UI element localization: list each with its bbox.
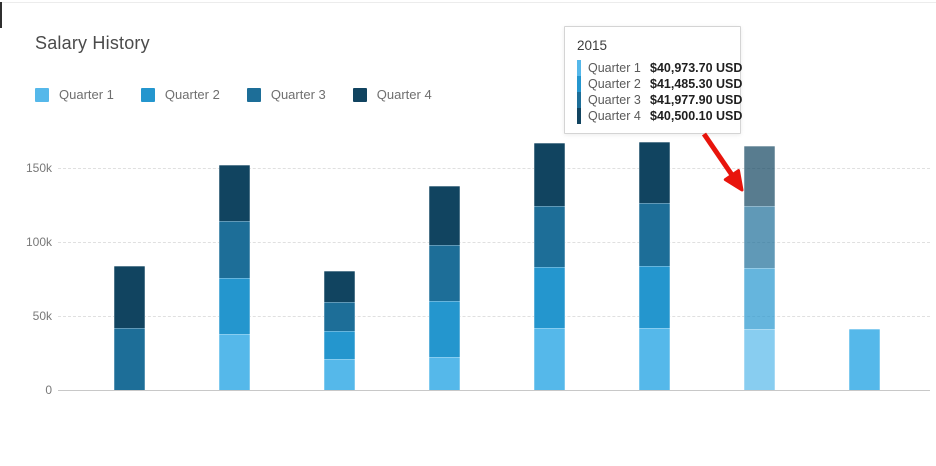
bar-segment-q1[interactable] [534,328,565,390]
gridline [58,315,930,317]
chart-title: Salary History [35,33,150,53]
legend-item-quarter-3[interactable]: Quarter 3 [246,87,326,102]
bar-segment-q2[interactable] [639,266,670,328]
legend-item-quarter-1[interactable]: Quarter 1 [35,87,114,102]
bar-segment-q1[interactable] [429,356,460,390]
top-border-line [0,2,936,3]
tooltip-year-title: 2015 [577,38,608,53]
tooltip-row-quarter-1: Quarter 1 $40,973.70 USD [577,60,742,76]
y-axis-tick-label: 50k [32,308,52,323]
bar-segment-q1[interactable] [744,329,775,390]
tooltip-quarter-label: Quarter 1 [588,61,641,75]
legend-swatch-quarter-3 [246,87,261,102]
tooltip-row-quarter-4: Quarter 4 $40,500.10 USD [577,108,742,124]
bar-segment-q4[interactable] [744,145,775,206]
tooltip-quarter-value: $41,485.30 USD [650,77,743,91]
legend-label: Quarter 3 [270,87,326,102]
corner-mark [0,2,2,28]
bar-segment-q4[interactable] [429,186,460,245]
tooltip-quarter-value: $40,500.10 USD [650,109,743,123]
legend-label: Quarter 2 [164,87,220,102]
legend-item-quarter-2[interactable]: Quarter 2 [140,87,220,102]
bar-segment-q3[interactable] [429,244,460,302]
tooltip-quarter-label: Quarter 4 [588,109,641,123]
y-axis-tick-label: 150k [25,160,52,175]
tooltip-row-quarter-3: Quarter 3 $41,977.90 USD [577,92,742,108]
bar-segment-q4[interactable] [324,270,355,303]
tooltip-color-chip-q2 [577,76,581,92]
bar-segment-q2[interactable] [429,301,460,357]
bar-segment-q3[interactable] [534,206,565,267]
tooltip-quarter-label: Quarter 2 [588,77,641,91]
legend-swatch-quarter-4 [352,87,367,102]
bar-segment-q1[interactable] [219,334,250,390]
bar-segment-q4[interactable] [114,265,145,328]
bar-segment-q2[interactable] [534,266,565,329]
bar-segment-q4[interactable] [639,142,670,204]
bar-segment-q3[interactable] [744,205,775,268]
bar-segment-q4[interactable] [219,164,250,221]
bar-segment-q1[interactable] [324,359,355,390]
y-axis-tick-label: 0 [45,383,52,397]
tooltip-quarter-value: $41,977.90 USD [650,93,743,107]
gridline [58,167,930,169]
tooltip-quarter-value: $40,973.70 USD [650,61,743,75]
tooltip-color-chip-q3 [577,92,581,108]
bar-segment-q2[interactable] [744,267,775,330]
bar-segment-q4[interactable] [534,142,565,207]
x-axis-baseline [58,390,930,391]
bar-segment-q3[interactable] [114,327,145,390]
tooltip-quarter-label: Quarter 3 [588,93,641,107]
bar-segment-q2[interactable] [324,330,355,360]
bar-segment-q1[interactable] [849,329,880,390]
legend-swatch-quarter-2 [140,87,155,102]
tooltip-row-quarter-2: Quarter 2 $41,485.30 USD [577,76,742,92]
legend-label: Quarter 1 [59,87,114,102]
bar-segment-q2[interactable] [219,277,250,335]
legend-item-quarter-4[interactable]: Quarter 4 [352,87,432,102]
legend: Quarter 1 Quarter 2 Quarter 3 Quarter 4 [35,87,459,102]
bar-segment-q3[interactable] [639,203,670,267]
hover-tooltip: 2015 Quarter 1 $40,973.70 USD Quarter 2 … [564,26,742,134]
legend-label: Quarter 4 [376,87,432,102]
tooltip-color-chip-q4 [577,108,581,124]
legend-swatch-quarter-1 [35,87,49,102]
tooltip-color-chip-q1 [577,60,581,76]
bar-segment-q1[interactable] [639,327,670,390]
bar-segment-q3[interactable] [324,302,355,331]
bar-segment-q3[interactable] [219,220,250,278]
gridline [58,241,930,243]
y-axis-tick-label: 100k [25,234,52,249]
